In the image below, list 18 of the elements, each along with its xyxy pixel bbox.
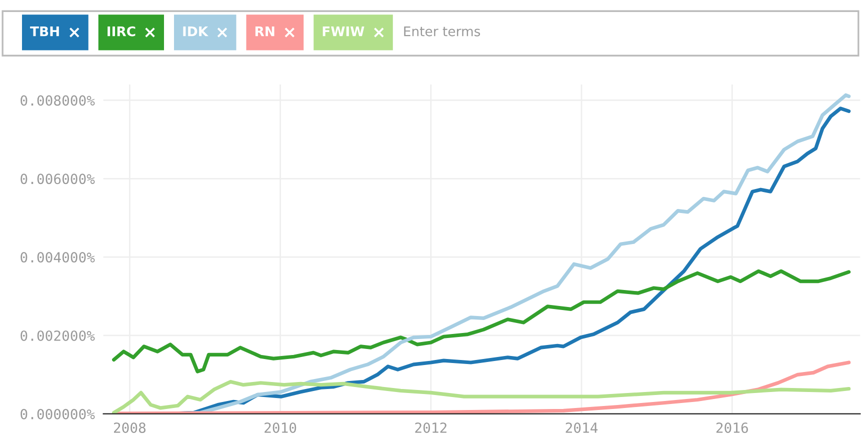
x-tick-label: 2014 — [566, 422, 598, 434]
text: Enter terms — [404, 26, 480, 36]
y-tick-label: 0.000000% — [20, 408, 95, 420]
x-tick-label: 2008 — [114, 422, 146, 434]
text: IDK — [183, 26, 208, 36]
text: FWIW — [322, 26, 364, 36]
text: RN — [255, 26, 274, 36]
line-series — [112, 380, 851, 414]
line-series — [112, 269, 851, 374]
y-tick-label: 0.004000% — [20, 252, 95, 263]
y-tick-label: 0.006000% — [20, 174, 95, 184]
x-tick-label: 2010 — [264, 422, 296, 434]
text: TBH — [30, 26, 59, 36]
y-tick-label: 0.008000% — [20, 95, 95, 106]
x-tick-label: 2016 — [716, 422, 748, 434]
x-tick-label: 2012 — [415, 422, 446, 434]
y-tick-label: 0.002000% — [20, 330, 95, 341]
text: IIRC — [108, 26, 136, 36]
